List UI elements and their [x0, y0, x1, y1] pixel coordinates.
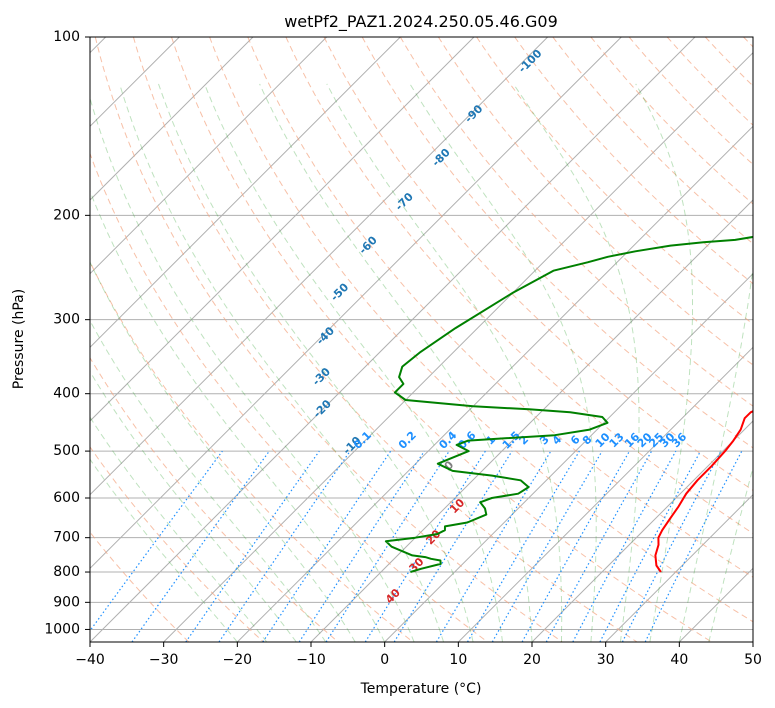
x-tick-label: −20 — [223, 652, 253, 668]
dry-adiabat-line — [94, 37, 563, 642]
x-tick-label: −10 — [296, 652, 326, 668]
profiles — [384, 235, 753, 573]
y-tick-label: 1000 — [44, 621, 80, 637]
mixing-ratio-line — [90, 450, 223, 632]
y-axis: 100 200 300 400 500 600 700 800 900 1000 — [44, 29, 90, 637]
chart-title: wetPf2_PAZ1.2024.250.05.46.G09 — [284, 12, 558, 32]
dry-adiabat-line — [90, 152, 488, 642]
isotherm-line — [90, 37, 328, 275]
temperature-profile-line — [654, 410, 753, 573]
isotherm-line — [163, 51, 753, 642]
dry-adiabat-line — [90, 260, 414, 642]
dry-adiabat-line — [323, 37, 753, 491]
dry-adiabat-line — [437, 37, 753, 366]
x-axis: −40 −30 −20 −10 0 10 20 30 40 50 — [75, 642, 762, 668]
mixing-ratio-line — [491, 450, 603, 642]
mixing-ratio-line — [262, 450, 392, 642]
moist-adiabat-line — [259, 83, 533, 642]
moist-adiabat-line — [512, 83, 640, 642]
dry-adiabat-line — [399, 37, 753, 407]
dry-adiabat-line — [90, 356, 339, 642]
dry-adiabat-line — [247, 37, 753, 578]
x-tick-label: −30 — [149, 652, 179, 668]
isotherm-line — [90, 37, 475, 422]
dewpoint-profile-line — [384, 235, 753, 573]
dry-adiabat-line — [285, 37, 753, 535]
mixing-ratio-line — [466, 450, 580, 642]
dry-adiabat-line — [361, 37, 753, 449]
x-tick-label: −40 — [75, 652, 105, 668]
mixing-ratio-line — [644, 450, 743, 642]
mixing-ratio-line — [298, 450, 425, 642]
x-tick-label: 40 — [670, 652, 688, 668]
dry-adiabat-line — [132, 37, 638, 642]
plot-frame — [89, 36, 754, 643]
mixing-ratio-line — [185, 450, 320, 642]
moist-adiabat-line — [90, 319, 327, 642]
isotherm-line — [90, 37, 254, 201]
mixing-ratio-line — [218, 450, 351, 642]
moist-adiabat-line — [708, 465, 753, 642]
isotherm-line — [457, 346, 753, 642]
y-tick-label: 800 — [53, 564, 80, 580]
moist-adiabat-line — [90, 458, 238, 642]
mixing-ratio-line — [572, 450, 677, 642]
moist-adiabat-line — [158, 83, 474, 642]
moist-adiabat-line — [678, 83, 753, 642]
mixing-ratio-line — [599, 450, 702, 642]
y-tick-label: 300 — [53, 312, 80, 328]
isotherm-line — [236, 125, 753, 642]
moist-adiabat-line — [90, 416, 268, 642]
x-tick-label: 50 — [744, 652, 762, 668]
moist-adiabat-line — [204, 83, 503, 642]
isotherm-line — [531, 420, 753, 642]
mixing-ratio-line — [325, 450, 450, 642]
y-axis-title: Pressure (hPa) — [11, 289, 27, 389]
dry-adiabat-line — [552, 37, 753, 245]
mixing-ratio-line — [621, 450, 722, 642]
y-tick-label: 900 — [53, 594, 80, 610]
moist-adiabat-line — [326, 83, 563, 642]
moist-adiabat-line — [90, 370, 297, 642]
x-axis-title: Temperature (°C) — [360, 681, 482, 697]
x-tick-label: 20 — [523, 652, 541, 668]
mixing-ratio-line — [435, 450, 552, 642]
dry-adiabat-line — [209, 37, 753, 623]
isotherm-line — [90, 37, 401, 349]
moist-adiabat-line — [90, 189, 386, 642]
dry-adiabat-line — [171, 37, 712, 642]
moist-adiabat-line — [119, 83, 445, 642]
background-lines — [90, 37, 753, 642]
moist-adiabat-line — [635, 83, 693, 642]
y-tick-label: 100 — [53, 29, 80, 45]
dry-adiabat-line — [90, 446, 264, 642]
x-tick-label: 0 — [380, 652, 389, 668]
isotherm-line — [90, 37, 549, 496]
isotherm-line — [90, 37, 622, 570]
y-tick-label: 400 — [53, 386, 80, 402]
y-tick-label: 200 — [53, 207, 80, 223]
mixing-ratio-line — [131, 450, 270, 642]
mixing-ratio-line — [545, 450, 653, 642]
moist-adiabat-line — [409, 83, 597, 642]
moist-adiabat-line — [90, 96, 415, 642]
x-tick-label: 10 — [449, 652, 467, 668]
y-tick-label: 600 — [53, 490, 80, 506]
y-tick-label: 500 — [53, 443, 80, 459]
isotherm-line — [605, 493, 753, 642]
isotherm-line — [384, 272, 753, 642]
x-tick-label: 30 — [597, 652, 615, 668]
y-tick-label: 700 — [53, 530, 80, 546]
dry-adiabat-line — [590, 37, 753, 205]
isotherm-line — [90, 37, 696, 642]
moist-adiabat-line — [90, 260, 356, 642]
